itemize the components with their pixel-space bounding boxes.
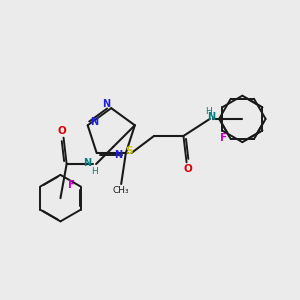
Text: N: N <box>207 112 215 122</box>
Text: H: H <box>205 107 211 116</box>
Text: N: N <box>114 150 122 160</box>
Text: F: F <box>68 180 76 190</box>
Text: N: N <box>83 158 92 168</box>
Text: S: S <box>125 146 133 156</box>
Text: F: F <box>220 133 227 143</box>
Text: H: H <box>91 167 98 176</box>
Text: O: O <box>184 164 193 173</box>
Text: N: N <box>103 99 111 110</box>
Text: N: N <box>90 117 98 127</box>
Text: CH₃: CH₃ <box>113 186 130 195</box>
Text: O: O <box>58 126 66 136</box>
